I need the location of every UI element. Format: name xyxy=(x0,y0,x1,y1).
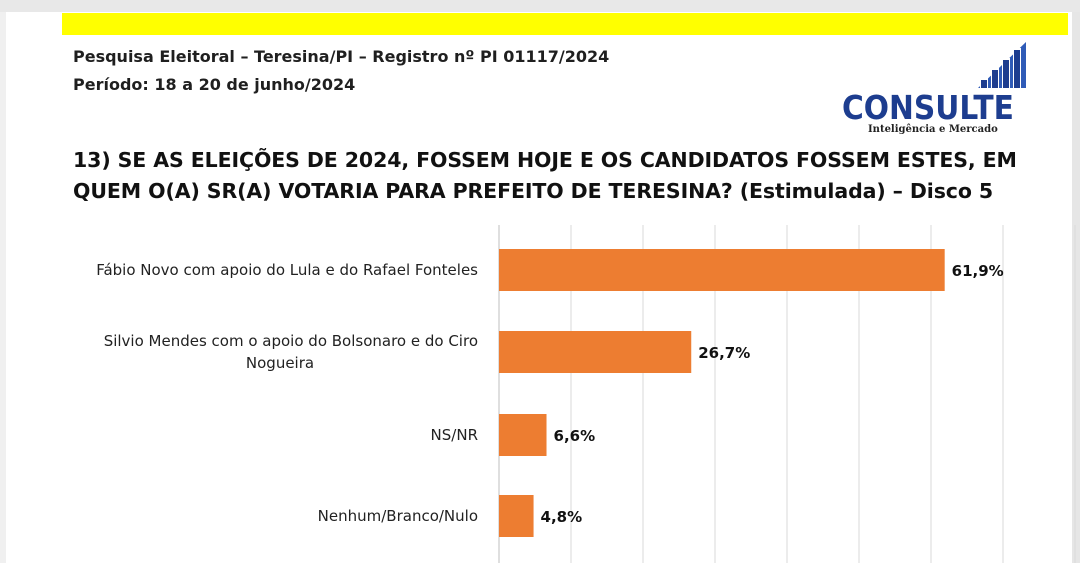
bar-1 xyxy=(499,331,692,373)
screenshot-left-border xyxy=(0,12,6,563)
category-label-3: Nenhum/Branco/Nulo xyxy=(318,507,478,525)
survey-registration: Pesquisa Eleitoral – Teresina/PI – Regis… xyxy=(73,47,610,66)
logo-tagline: Inteligência e Mercado xyxy=(868,124,998,135)
bar-2 xyxy=(499,414,547,456)
data-label-1: 26,7% xyxy=(698,344,750,362)
vote-intention-bar-chart: 61,9% Fábio Novo com apoio do Lula e do R… xyxy=(96,225,1076,563)
bar-3 xyxy=(499,495,534,537)
data-label-2: 6,6% xyxy=(554,427,596,445)
category-label-2: NS/NR xyxy=(431,426,478,444)
bar-steps-icon xyxy=(978,42,1026,88)
survey-period: Período: 18 a 20 de junho/2024 xyxy=(73,75,356,94)
bar-0 xyxy=(499,249,945,291)
screenshot-top-border xyxy=(0,0,1080,12)
logo-wordmark: CONSULTE xyxy=(842,88,1014,127)
screenshot-right-border xyxy=(1072,12,1080,563)
data-label-0: 61,9% xyxy=(952,262,1004,280)
header-accent-bar xyxy=(62,13,1068,35)
question-title: 13) SE AS ELEIÇÕES DE 2024, FOSSEM HOJE … xyxy=(73,148,1017,203)
category-label-1: Silvio Mendes com o apoio do Bolsonaro e… xyxy=(104,332,478,372)
category-label-0: Fábio Novo com apoio do Lula e do Rafael… xyxy=(96,261,478,279)
data-label-3: 4,8% xyxy=(541,508,583,526)
consulte-logo: CONSULTE Inteligência e Mercado xyxy=(838,40,1033,140)
